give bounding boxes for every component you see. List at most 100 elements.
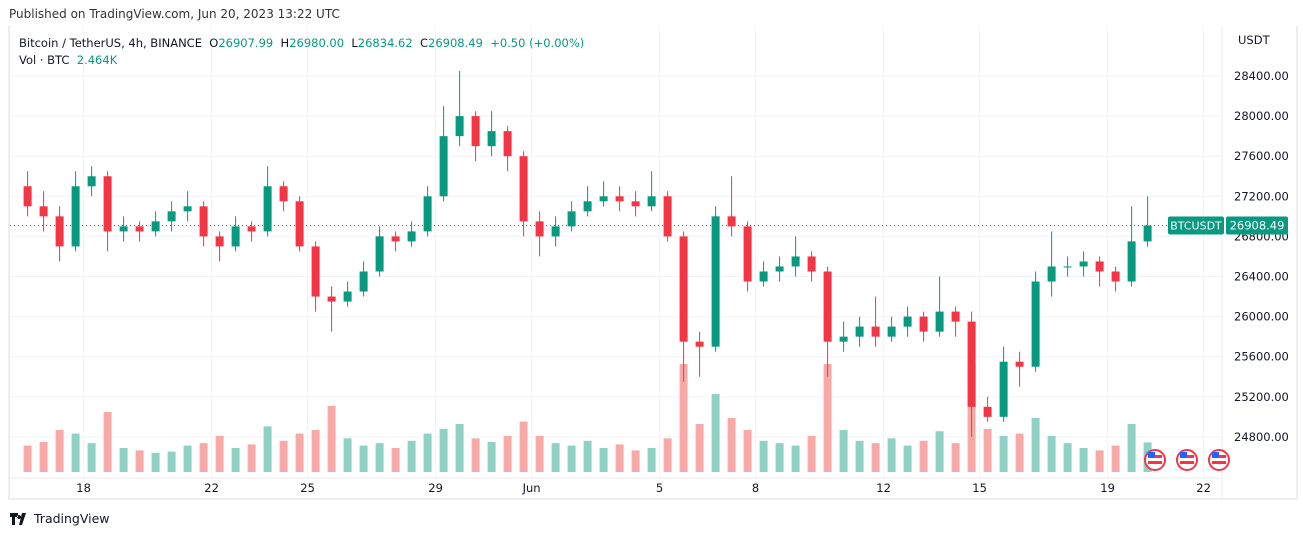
- candle-body: [151, 221, 160, 232]
- candle-body: [567, 211, 576, 227]
- volume-bar: [951, 443, 960, 472]
- volume-bar: [167, 451, 176, 472]
- open-value: 26907.99: [218, 36, 274, 50]
- volume-bar: [55, 430, 64, 472]
- candle-body: [231, 226, 240, 247]
- candle-body: [551, 226, 560, 237]
- y-tick-label: 25200.00: [1234, 390, 1289, 404]
- candle-body: [1015, 361, 1024, 367]
- volume-bar: [775, 443, 784, 472]
- x-tick-label: 5: [656, 481, 663, 495]
- candle-body: [359, 271, 368, 292]
- high-value: 26980.00: [289, 36, 345, 50]
- chart-legend: Bitcoin / TetherUS, 4h, BINANCE O26907.9…: [19, 35, 584, 69]
- volume-bar: [119, 448, 128, 472]
- currency-label: USDT: [1238, 33, 1271, 47]
- candle-body: [679, 236, 688, 342]
- candle-body: [535, 221, 544, 237]
- ohlc-row: Bitcoin / TetherUS, 4h, BINANCE O26907.9…: [19, 35, 584, 52]
- volume-bar: [487, 442, 496, 472]
- candle-body: [1079, 261, 1088, 267]
- close-value: 26908.49: [428, 36, 483, 50]
- candle-body: [103, 176, 112, 232]
- volume-bar: [727, 418, 736, 472]
- candle-body: [999, 361, 1008, 417]
- candle-body: [855, 326, 864, 337]
- high-label: H: [280, 36, 290, 50]
- candle-body: [791, 256, 800, 267]
- flag-stripe: [1212, 461, 1226, 464]
- y-tick-label: 24800.00: [1234, 430, 1289, 444]
- volume-bar: [1015, 433, 1024, 472]
- volume-bar: [711, 394, 720, 472]
- volume-bar: [855, 440, 864, 472]
- candle-body: [519, 156, 528, 222]
- volume-bar: [1095, 450, 1104, 472]
- candle-body: [711, 216, 720, 347]
- volume-bar: [1111, 445, 1120, 472]
- candle-body: [23, 186, 32, 207]
- low-label: L: [351, 36, 358, 50]
- volume-bar: [599, 448, 608, 472]
- volume-bar: [199, 443, 208, 472]
- volume-bar: [615, 444, 624, 472]
- symbol-tag-text: BTCUSDT: [1170, 220, 1222, 233]
- volume-bar: [503, 436, 512, 472]
- volume-bar: [135, 450, 144, 472]
- volume-bar: [519, 421, 528, 472]
- volume-bar: [407, 440, 416, 472]
- volume-bar: [903, 445, 912, 472]
- volume-bar: [391, 448, 400, 472]
- y-tick-label: 28000.00: [1234, 109, 1289, 123]
- candle-body: [247, 226, 256, 232]
- flag-canton: [1212, 452, 1219, 458]
- volume-bar: [215, 436, 224, 472]
- volume-bar: [343, 438, 352, 472]
- tradingview-logo[interactable]: TradingView: [10, 511, 110, 526]
- candle-body: [1143, 225, 1152, 242]
- candle-body: [1095, 261, 1104, 272]
- candle-body: [759, 271, 768, 282]
- candle-body: [615, 196, 624, 202]
- volume-bar: [695, 424, 704, 472]
- volume-bar: [439, 428, 448, 472]
- candle-body: [71, 186, 80, 247]
- volume-bar: [679, 364, 688, 472]
- y-tick-label: 27600.00: [1234, 149, 1289, 163]
- volume-bar: [535, 436, 544, 472]
- chart-frame: [8, 26, 1298, 500]
- volume-bar: [279, 440, 288, 472]
- candle-body: [1111, 271, 1120, 282]
- x-tick-label: 22: [1196, 481, 1211, 495]
- volume-bar: [807, 436, 816, 472]
- flag-stripe: [1148, 461, 1162, 464]
- volume-bar: [183, 445, 192, 472]
- volume-bar: [375, 443, 384, 472]
- candle-body: [967, 321, 976, 407]
- flag-canton: [1148, 452, 1155, 458]
- volume-bar: [327, 406, 336, 472]
- symbol-tag: [1168, 216, 1224, 235]
- volume-bar: [455, 424, 464, 472]
- volume-label: Vol · BTC: [19, 53, 70, 67]
- volume-bar: [983, 428, 992, 472]
- last-price-text: 26908.49: [1230, 219, 1285, 233]
- volume-bar: [1031, 418, 1040, 472]
- candle-body: [119, 226, 128, 232]
- volume-bar: [551, 443, 560, 472]
- candle-body: [695, 341, 704, 347]
- candle-body: [455, 116, 464, 137]
- volume-bar: [919, 440, 928, 472]
- symbol-title[interactable]: Bitcoin / TetherUS, 4h, BINANCE: [19, 36, 202, 50]
- volume-bar: [647, 448, 656, 472]
- volume-bar: [311, 430, 320, 472]
- candle-body: [39, 206, 48, 217]
- candle-body: [823, 271, 832, 342]
- x-tick-label: 19: [1100, 481, 1115, 495]
- volume-bar: [1127, 424, 1136, 472]
- volume-bar: [1079, 448, 1088, 472]
- volume-bar: [39, 442, 48, 472]
- candle-body: [983, 406, 992, 417]
- candle-body: [215, 236, 224, 247]
